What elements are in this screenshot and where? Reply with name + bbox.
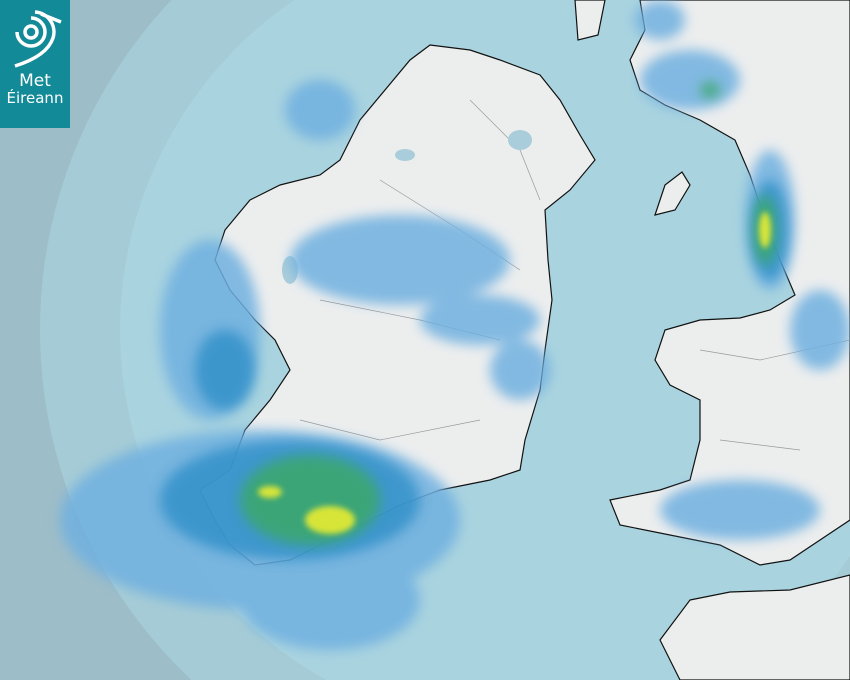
cornwall (659, 574, 850, 680)
great-britain (609, 0, 850, 566)
spiral-logo-icon (14, 10, 62, 68)
logo-text-met: Met (19, 71, 51, 91)
hebrides (574, 0, 606, 41)
logo-text-eireann: Éireann (6, 89, 64, 107)
rain-heavy (258, 212, 771, 534)
isle-of-man (654, 171, 691, 216)
met-eireann-logo: Met Éireann (0, 0, 70, 128)
